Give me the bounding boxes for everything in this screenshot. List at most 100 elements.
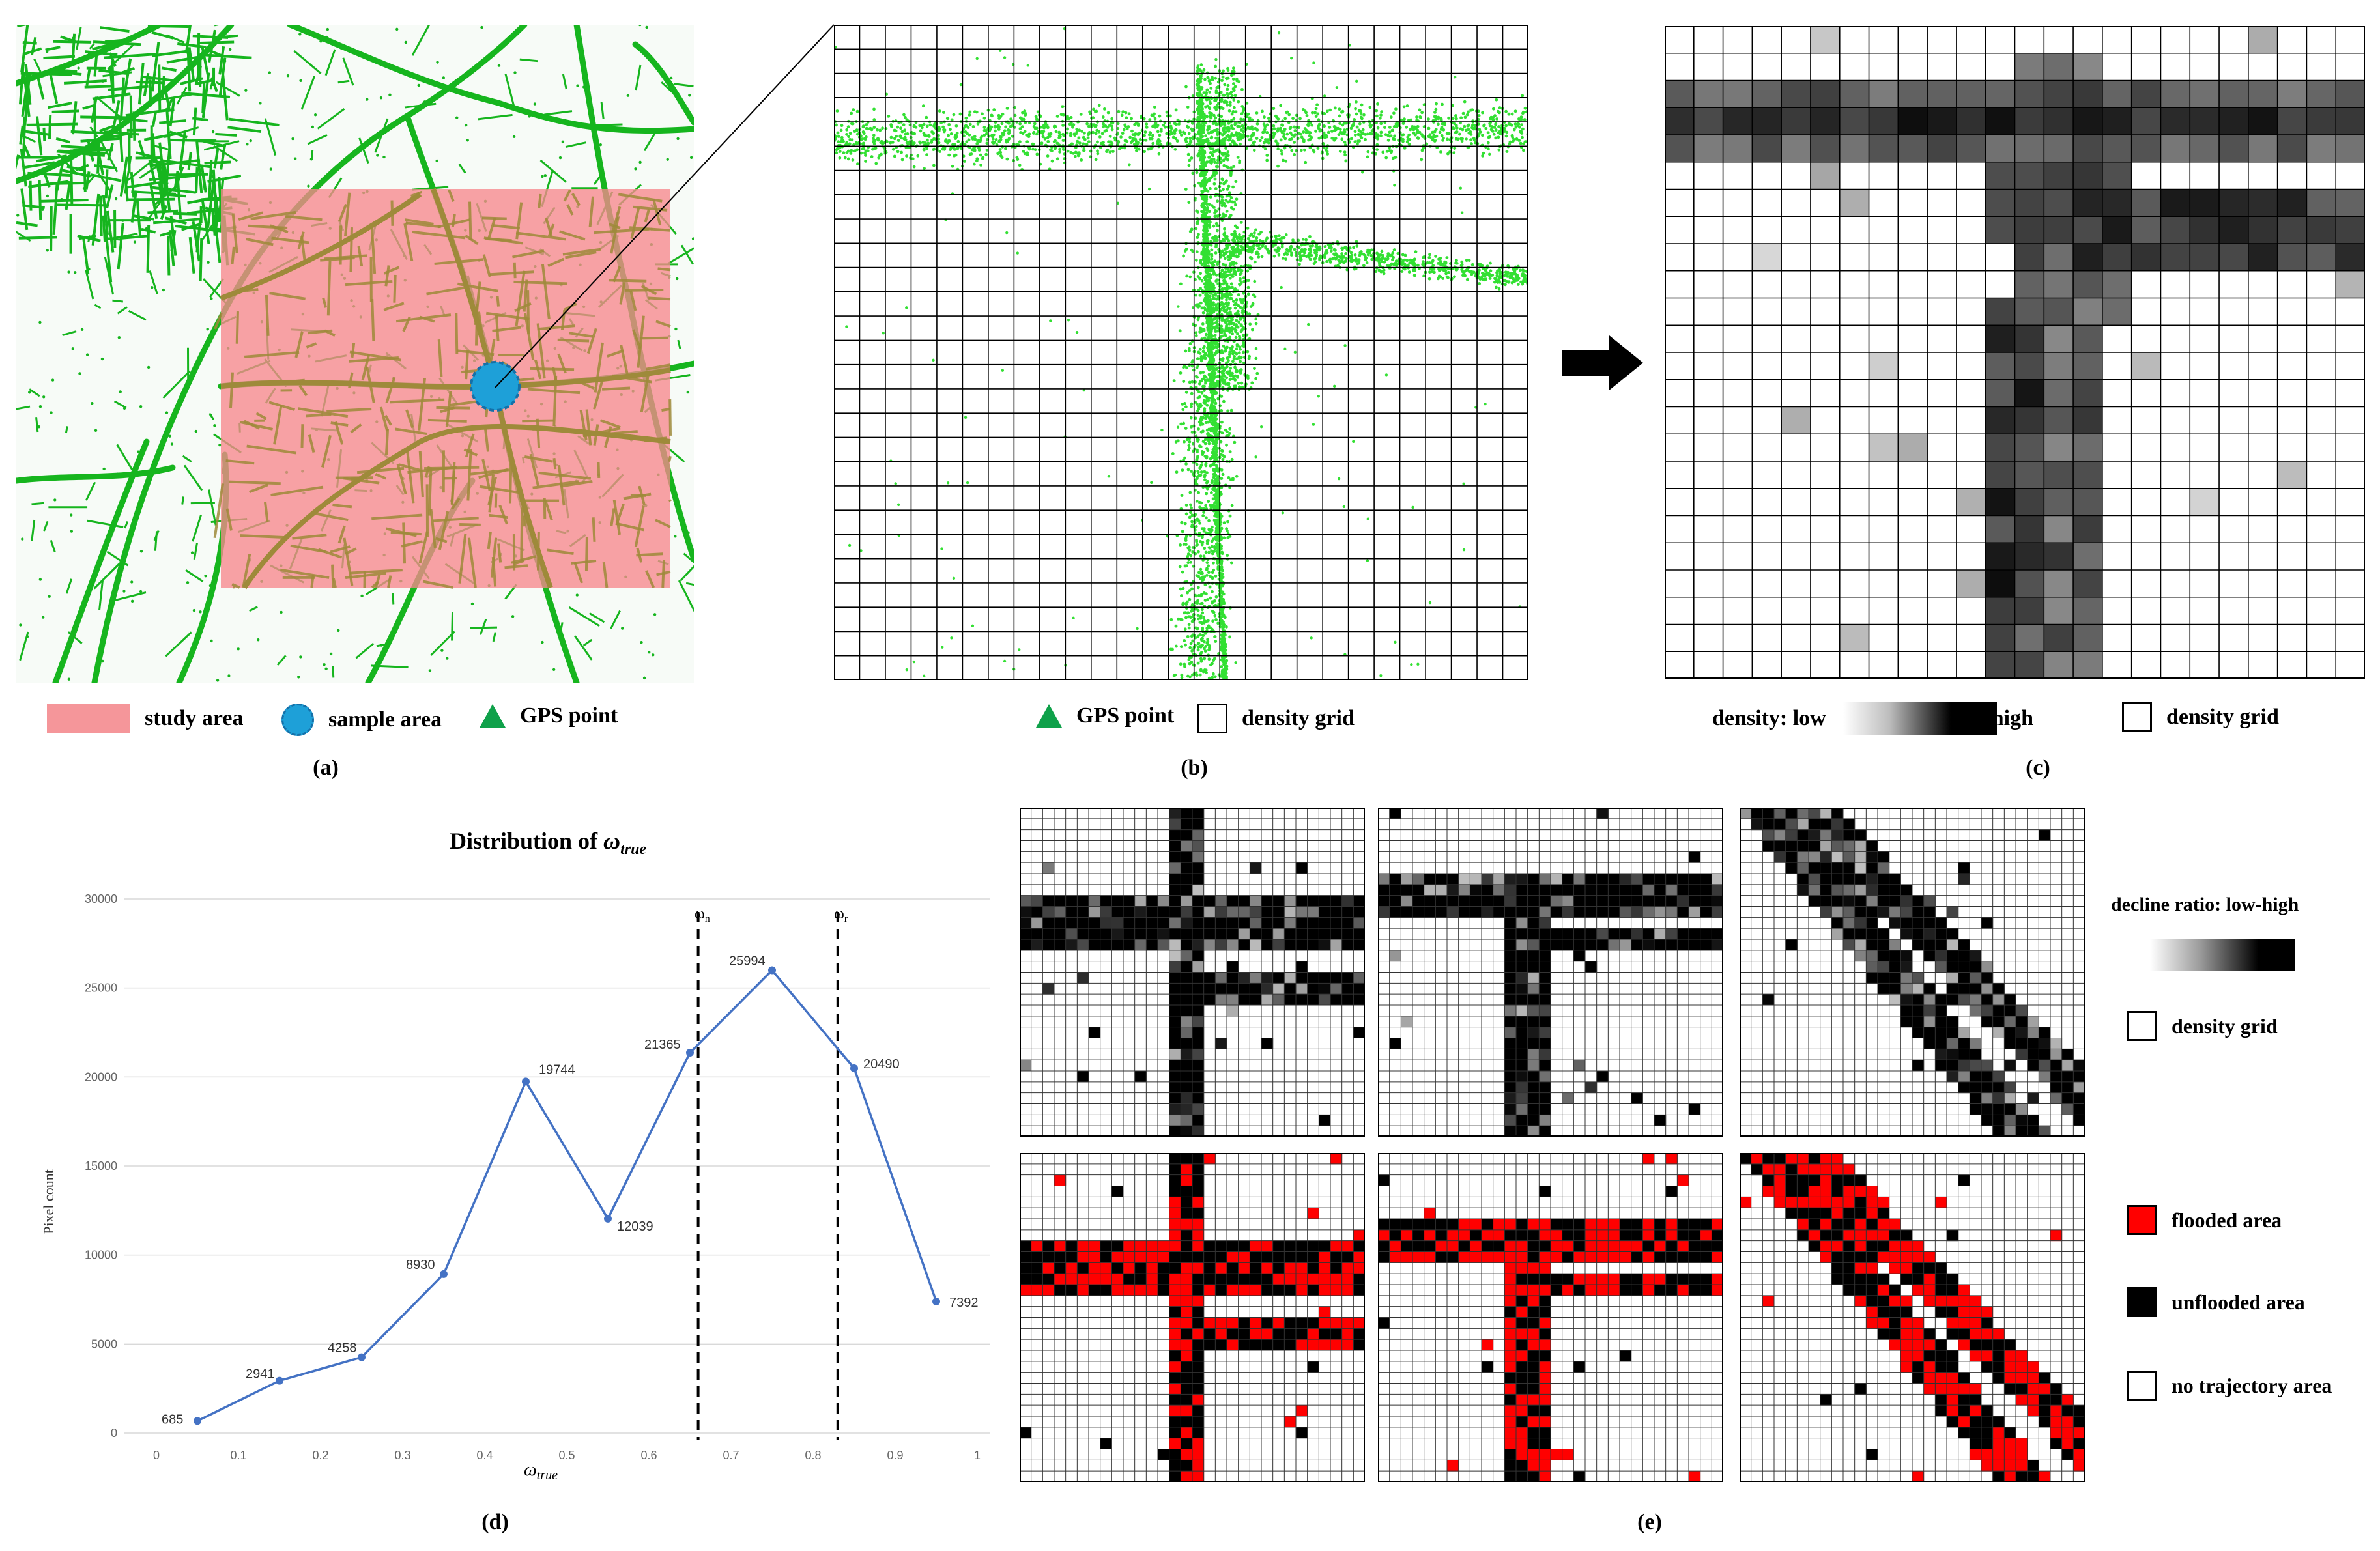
density-low-label: density: low bbox=[1712, 706, 1826, 730]
unflooded-label: unflooded area bbox=[2172, 1290, 2305, 1314]
y-tick-label: 15000 bbox=[85, 1160, 117, 1173]
legend-gps-point-a: GPS point bbox=[480, 704, 618, 728]
legend-flooded: flooded area bbox=[2127, 1205, 2282, 1235]
study-area-label: study area bbox=[145, 706, 244, 730]
legend-unflooded: unflooded area bbox=[2127, 1287, 2305, 1317]
x-tick-label: 0.6 bbox=[640, 1449, 657, 1462]
x-tick-label: 0.9 bbox=[887, 1449, 903, 1462]
omega-r-label: ωr bbox=[834, 905, 848, 924]
data-point bbox=[932, 1297, 940, 1305]
density-grid-lines bbox=[834, 25, 1528, 680]
sample-area-label: sample area bbox=[328, 707, 442, 732]
x-axis-label-symbol: ω bbox=[524, 1460, 537, 1480]
legend-study-area: study area bbox=[47, 704, 243, 733]
threshold-lines bbox=[696, 912, 839, 1440]
data-labels: 685 2941 4258 8930 19744 12039 21365 25994 20490… bbox=[162, 954, 979, 1427]
x-tick-label: 0.1 bbox=[230, 1449, 246, 1462]
study-area-swatch bbox=[47, 704, 130, 733]
density-grid-label: density grid bbox=[1242, 706, 1355, 730]
density-grid-label: density grid bbox=[2172, 1014, 2278, 1038]
x-tick-label: 0 bbox=[153, 1449, 160, 1462]
data-point bbox=[194, 1417, 201, 1425]
flooded-label: flooded area bbox=[2172, 1208, 2282, 1232]
x-tick-label: 0.7 bbox=[723, 1449, 739, 1462]
data-point bbox=[276, 1376, 283, 1385]
data-label: 2941 bbox=[246, 1367, 275, 1382]
no-trajectory-swatch bbox=[2127, 1371, 2157, 1401]
decline-ratio-grid-3 bbox=[1740, 808, 2085, 1137]
data-point bbox=[440, 1270, 448, 1278]
y-axis-ticks: 0 5000 10000 15000 20000 25000 30000 bbox=[85, 892, 117, 1440]
y-tick-label: 0 bbox=[111, 1427, 117, 1440]
y-tick-label: 10000 bbox=[85, 1249, 117, 1262]
density-grid-swatch bbox=[2127, 1011, 2157, 1041]
flood-classification-grid-3 bbox=[1740, 1153, 2085, 1482]
x-axis-ticks: 0 0.1 0.2 0.3 0.4 0.5 0.6 0.7 0.8 0.9 1 bbox=[153, 1449, 981, 1462]
gps-point-label: GPS point bbox=[520, 704, 618, 728]
omega-n-label: ωn bbox=[695, 905, 710, 924]
no-trajectory-label: no trajectory area bbox=[2172, 1373, 2332, 1397]
flood-classification-grid-1 bbox=[1020, 1153, 1365, 1482]
x-tick-label: 0.5 bbox=[558, 1449, 575, 1462]
x-axis-label: ωtrue bbox=[524, 1460, 558, 1483]
omega-n-symbol: ω bbox=[695, 905, 705, 922]
arrow-right-icon bbox=[1562, 335, 1643, 390]
series-line bbox=[197, 968, 938, 1422]
study-area-map bbox=[16, 25, 694, 683]
density-heatmap bbox=[1665, 26, 2365, 679]
data-point bbox=[604, 1214, 612, 1223]
data-label: 12039 bbox=[617, 1219, 653, 1234]
decline-ratio-grid-2 bbox=[1378, 808, 1723, 1137]
gps-point-triangle-icon bbox=[480, 704, 506, 728]
caption-b: (b) bbox=[1181, 756, 1208, 780]
data-label: 8930 bbox=[406, 1258, 435, 1272]
legend-sample-area: sample area bbox=[281, 704, 442, 736]
x-tick-label: 0.4 bbox=[476, 1449, 493, 1462]
chart-title-prefix: Distribution of bbox=[450, 828, 604, 854]
gps-point-grid bbox=[834, 25, 1528, 680]
data-point bbox=[358, 1353, 366, 1361]
density-grid-swatch bbox=[2122, 702, 2152, 732]
sample-area-swatch bbox=[281, 704, 314, 736]
omega-r-sub: r bbox=[844, 913, 848, 924]
density-high-label: high bbox=[1991, 706, 2033, 730]
density-cells bbox=[1665, 26, 2365, 679]
y-tick-label: 30000 bbox=[85, 892, 117, 905]
decline-ratio-gradient-bar bbox=[2150, 939, 2295, 971]
data-point bbox=[850, 1064, 858, 1072]
data-label: 7392 bbox=[949, 1296, 979, 1310]
decline-ratio-grid-1 bbox=[1020, 808, 1365, 1137]
x-tick-label: 0.2 bbox=[312, 1449, 328, 1462]
x-tick-label: 1 bbox=[974, 1449, 981, 1462]
flooded-swatch bbox=[2127, 1205, 2157, 1235]
decline-ratio-label: decline ratio: low-high bbox=[2111, 894, 2299, 915]
data-label: 19744 bbox=[539, 1062, 575, 1077]
omega-r-symbol: ω bbox=[834, 905, 844, 922]
omega-n-sub: n bbox=[705, 913, 710, 924]
data-label: 685 bbox=[162, 1412, 183, 1427]
data-point bbox=[686, 1049, 694, 1057]
legend-density-grid-e: density grid bbox=[2127, 1011, 2278, 1041]
caption-a: (a) bbox=[313, 756, 339, 780]
density-gradient-bar bbox=[1842, 702, 1997, 735]
unflooded-swatch bbox=[2127, 1287, 2157, 1317]
chart-title-symbol: ω bbox=[603, 828, 621, 854]
x-tick-label: 0.8 bbox=[805, 1449, 821, 1462]
chart-title: Distribution of ωtrue bbox=[450, 827, 646, 859]
legend-gps-point-b: GPS point bbox=[1036, 704, 1174, 728]
data-label: 25994 bbox=[729, 954, 766, 968]
chart-title-sub: true bbox=[620, 841, 647, 859]
legend-decline-ratio: decline ratio: low-high bbox=[2111, 894, 2299, 916]
gps-point-label: GPS point bbox=[1076, 704, 1175, 728]
series-points bbox=[194, 966, 940, 1425]
data-point bbox=[522, 1077, 530, 1086]
y-tick-label: 25000 bbox=[85, 982, 117, 995]
data-label: 4258 bbox=[328, 1341, 357, 1356]
x-axis-label-sub: true bbox=[537, 1468, 558, 1483]
y-tick-label: 5000 bbox=[91, 1337, 117, 1350]
legend-no-trajectory: no trajectory area bbox=[2127, 1371, 2332, 1401]
flood-classification-grid-2 bbox=[1378, 1153, 1723, 1482]
y-axis-label: Pixel count bbox=[40, 1169, 57, 1234]
y-tick-label: 20000 bbox=[85, 1070, 117, 1083]
x-tick-label: 0.3 bbox=[394, 1449, 410, 1462]
